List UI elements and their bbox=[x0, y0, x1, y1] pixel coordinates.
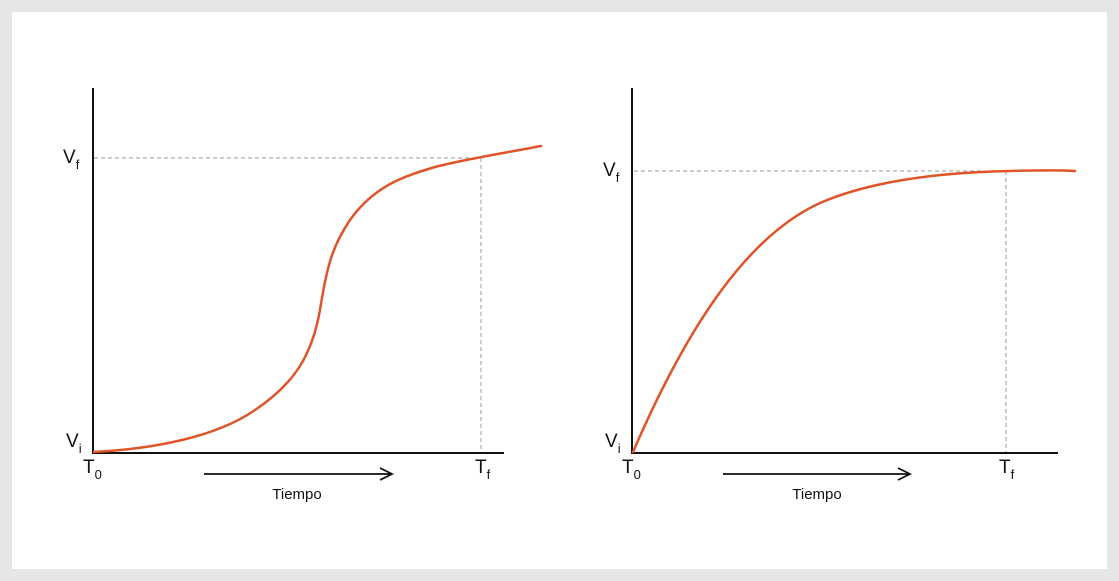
label-t0-left: T0 bbox=[83, 457, 102, 482]
t-start-sub: 0 bbox=[634, 467, 641, 482]
v-main: V bbox=[63, 147, 76, 168]
t-start-sub: 0 bbox=[95, 467, 102, 482]
v-main: V bbox=[605, 431, 618, 452]
time-label: Tiempo bbox=[792, 486, 841, 503]
sigmoid-curve bbox=[94, 146, 541, 452]
t-main: T bbox=[622, 457, 634, 478]
label-tf-left: Tf bbox=[475, 457, 491, 482]
saturation-curve bbox=[633, 170, 1075, 452]
label-vi-left: Vi bbox=[66, 431, 82, 456]
t-main: T bbox=[475, 457, 487, 478]
label-t0-right: T0 bbox=[622, 457, 641, 482]
v-final-sub: f bbox=[76, 157, 80, 172]
label-vf-right: Vf bbox=[603, 160, 620, 185]
saturation-graph: Vf Vi T0 Tf Tiempo bbox=[603, 88, 1075, 503]
sigmoid-graph: Vf Vi T0 Tf Tiempo bbox=[63, 88, 541, 503]
v-initial-sub: i bbox=[79, 441, 82, 456]
time-label: Tiempo bbox=[272, 486, 321, 503]
t-final-sub: f bbox=[487, 467, 491, 482]
t-main: T bbox=[999, 457, 1011, 478]
t-final-sub: f bbox=[1011, 467, 1015, 482]
v-final-sub: f bbox=[616, 170, 620, 185]
t-main: T bbox=[83, 457, 95, 478]
v-main: V bbox=[66, 431, 79, 452]
label-vi-right: Vi bbox=[605, 431, 621, 456]
label-vf-left: Vf bbox=[63, 147, 80, 172]
label-tf-right: Tf bbox=[999, 457, 1015, 482]
v-main: V bbox=[603, 160, 616, 181]
v-initial-sub: i bbox=[618, 441, 621, 456]
